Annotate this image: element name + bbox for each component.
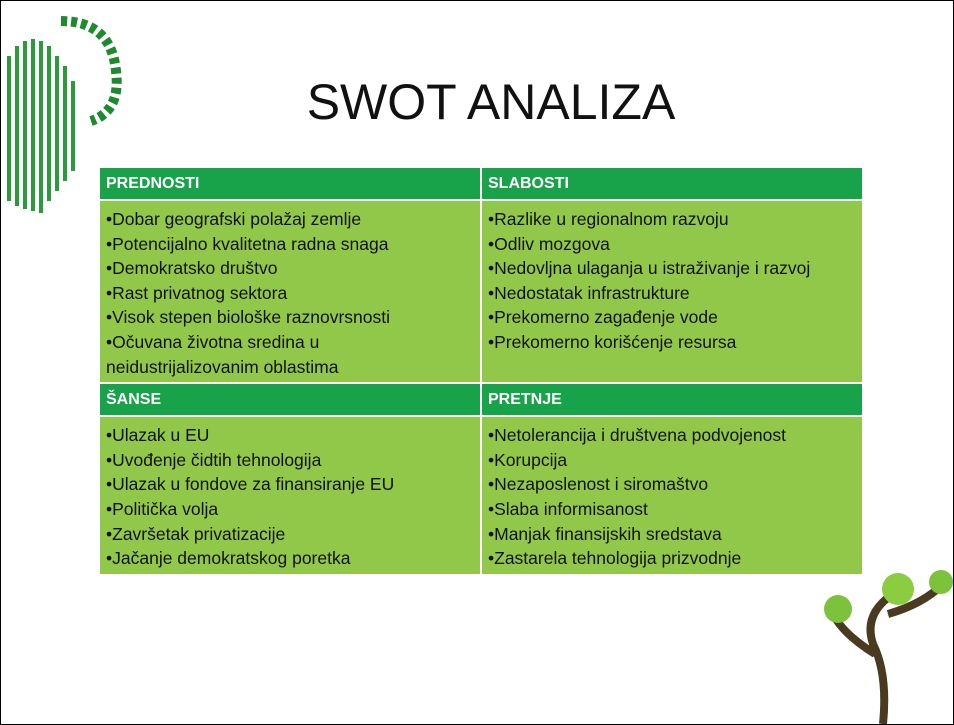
swot-item: •Netolerancija i društvena podvojenost bbox=[488, 425, 786, 446]
swot-item: •Visok stepen biološke raznovrsnosti bbox=[106, 307, 391, 328]
slide-title: SWOT ANALIZA bbox=[306, 74, 676, 130]
swot-item: •Ulazak u EU bbox=[106, 425, 210, 446]
logo bbox=[7, 16, 122, 213]
swot-item: •Odliv mozgova bbox=[488, 233, 610, 254]
swot-item: •Slaba informisanost bbox=[488, 498, 648, 519]
quadrant-body: •Razlike u regionalnom razvoju •Odliv moz… bbox=[480, 198, 864, 385]
swot-item: •Očuvana životna sredina u neidustrijali… bbox=[106, 331, 339, 377]
swot-item: •Jačanje demokratskog poretka bbox=[106, 548, 351, 569]
header-row: ŠANSE PRETNJE bbox=[98, 382, 864, 418]
swot-item: •Korupcija bbox=[488, 449, 568, 470]
body-row: •Ulazak u EU •Uvođenje čidtih tehnologija… bbox=[98, 415, 864, 576]
tree-decoration bbox=[824, 570, 953, 724]
swot-table: PREDNOSTI SLABOSTI •Dobar geografski polaž… bbox=[98, 166, 864, 576]
swot-item: •Nezaposlenost i siromaštvo bbox=[488, 474, 709, 495]
swot-item: •Potencijalno kvalitetna radna snaga bbox=[106, 233, 389, 254]
swot-item: •Nedostatak infrastrukture bbox=[488, 282, 690, 303]
swot-item: •Završetak privatizacije bbox=[106, 523, 286, 544]
header-row: PREDNOSTI SLABOSTI bbox=[98, 166, 864, 201]
quadrant-heading: PREDNOSTI bbox=[98, 166, 482, 201]
swot-item: •Uvođenje čidtih tehnologija bbox=[106, 449, 322, 470]
swot-item: •Prekomerno zagađenje vode bbox=[488, 307, 718, 328]
swot-item: •Dobar geografski polažaj zemlje bbox=[106, 209, 362, 229]
quadrant-body: •Dobar geografski polažaj zemlje •Potenci… bbox=[98, 198, 482, 385]
swot-item: •Ulazak u fondove za finansiranje EU bbox=[106, 474, 395, 495]
swot-item: •Prekomerno korišćenje resursa bbox=[488, 331, 737, 352]
swot-item: •Zastarela tehnologija prizvodnje bbox=[488, 548, 742, 569]
swot-item: •Razlike u regionalnom razvoju bbox=[488, 209, 729, 229]
body-row: •Dobar geografski polažaj zemlje •Potenci… bbox=[98, 198, 864, 385]
swot-item: •Manjak finansijskih sredstava bbox=[488, 523, 722, 544]
quadrant-body: •Ulazak u EU •Uvođenje čidtih tehnologija… bbox=[98, 415, 482, 576]
swot-item: •Nedovljna ulaganja u istraživanje i raz… bbox=[488, 258, 811, 279]
quadrant-body: •Netolerancija i društvena podvojenost •K… bbox=[480, 415, 864, 576]
swot-item: •Rast privatnog sektora bbox=[106, 282, 288, 303]
quadrant-heading: PRETNJE bbox=[480, 382, 864, 418]
swot-item: •Politička volja bbox=[106, 498, 219, 519]
quadrant-heading: SLABOSTI bbox=[480, 166, 864, 201]
quadrant-heading: ŠANSE bbox=[98, 382, 482, 418]
swot-item: •Demokratsko društvo bbox=[106, 258, 278, 279]
